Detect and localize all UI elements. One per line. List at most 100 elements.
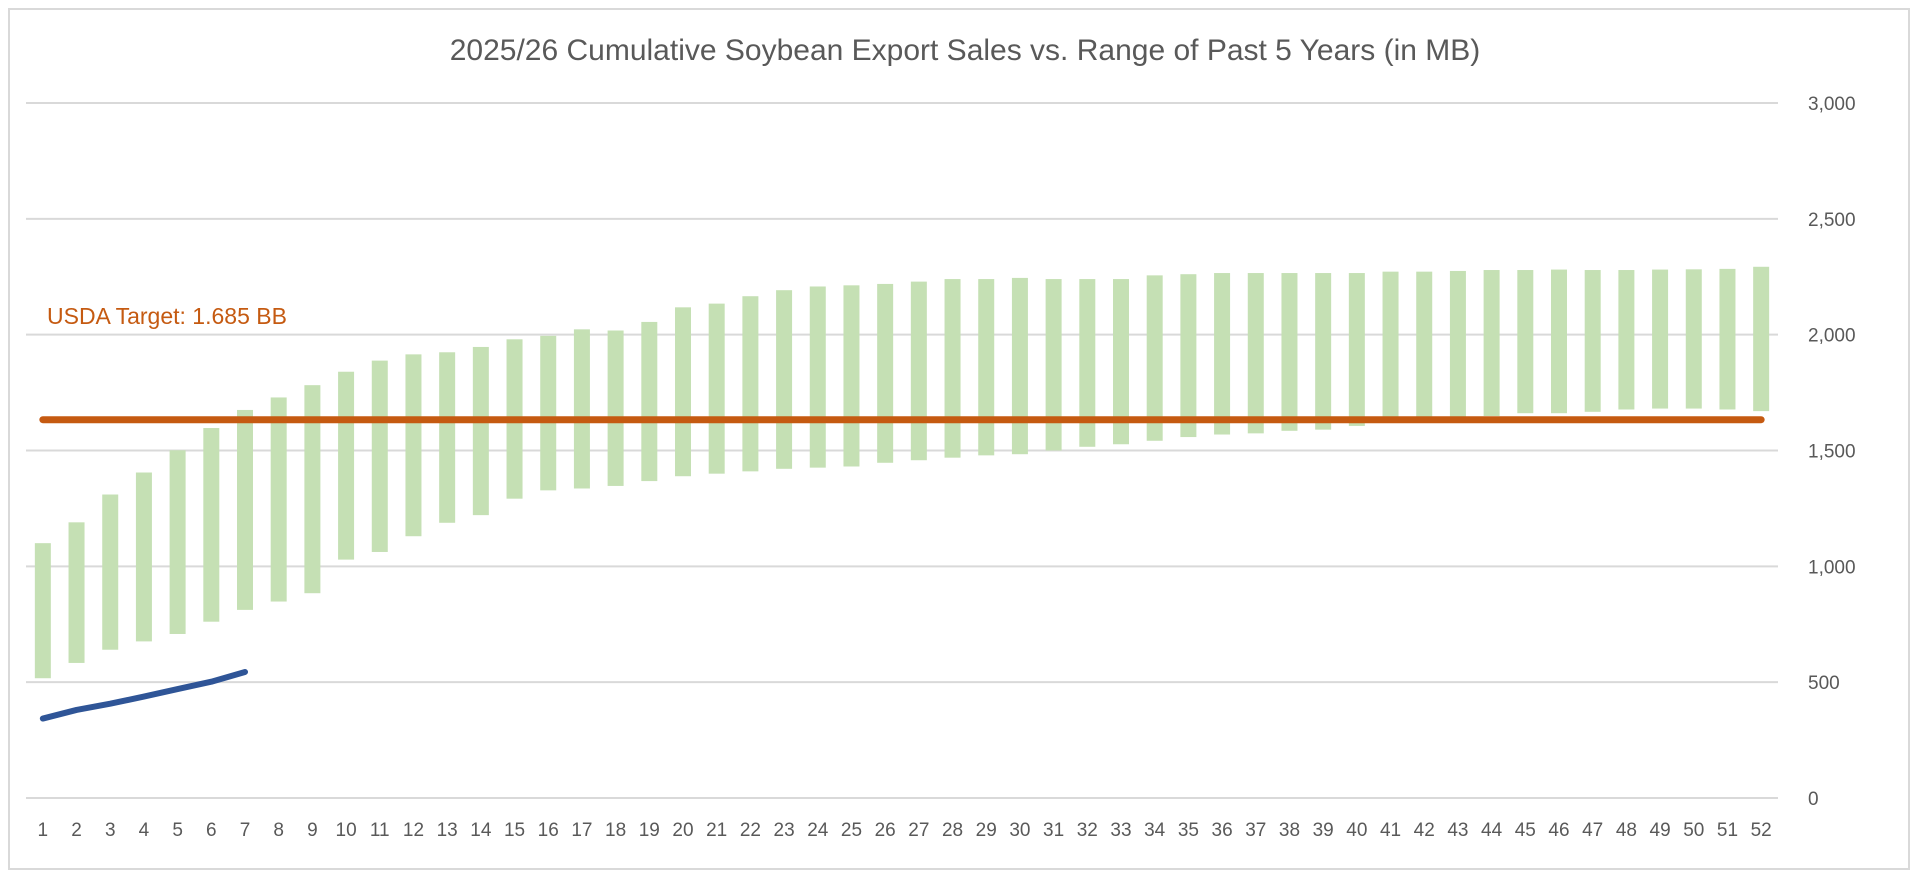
- range-bar: [304, 385, 321, 594]
- sales-line: [39, 668, 248, 722]
- range-bar: [1618, 270, 1635, 410]
- x-tick-label: 35: [1178, 820, 1199, 841]
- x-tick-label: 32: [1077, 820, 1098, 841]
- x-tick-label: 47: [1582, 820, 1603, 841]
- x-tick-label: 13: [437, 820, 458, 841]
- range-bar: [439, 352, 456, 523]
- range-bar: [203, 428, 220, 622]
- x-tick-label: 11: [370, 820, 390, 841]
- x-tick-label: 16: [538, 820, 559, 841]
- x-tick-label: 45: [1515, 820, 1536, 841]
- target-annotation: USDA Target: 1.685 BB: [47, 303, 287, 329]
- x-tick-label: 52: [1751, 820, 1772, 841]
- range-bar: [1753, 266, 1770, 412]
- range-bar: [1315, 273, 1332, 430]
- range-bar: [843, 285, 860, 467]
- range-bar: [607, 330, 624, 486]
- y-tick-label: 1,500: [1808, 442, 1856, 463]
- range-bar: [641, 321, 658, 482]
- range-bar: [102, 494, 119, 650]
- x-tick-label: 26: [875, 820, 896, 841]
- range-bar: [877, 283, 894, 463]
- range-bar: [1517, 270, 1534, 414]
- x-tick-label: 8: [273, 820, 284, 841]
- range-bar: [1685, 269, 1702, 409]
- x-tick-label: 15: [504, 820, 525, 841]
- range-bar: [573, 329, 590, 489]
- x-tick-label: 21: [706, 820, 727, 841]
- range-bar: [1449, 270, 1466, 417]
- x-tick-label: 46: [1548, 820, 1569, 841]
- x-tick-label: 24: [807, 820, 829, 841]
- x-tick-label: 38: [1279, 820, 1300, 841]
- range-bar: [1483, 270, 1500, 416]
- y-tick-label: 3,000: [1808, 94, 1856, 115]
- range-bar: [1045, 279, 1062, 451]
- x-tick-label: 4: [139, 820, 150, 841]
- range-bar: [371, 360, 388, 552]
- x-tick-label: 48: [1616, 820, 1637, 841]
- range-bar: [1382, 271, 1399, 423]
- x-tick-label: 42: [1414, 820, 1435, 841]
- range-bar: [1584, 270, 1601, 412]
- range-bar: [1079, 279, 1096, 447]
- range-bar: [910, 281, 927, 461]
- y-tick-label: 2,000: [1808, 326, 1856, 347]
- x-tick-label: 43: [1447, 820, 1468, 841]
- range-bar: [675, 307, 691, 477]
- x-tick-label: 23: [774, 820, 795, 841]
- range-bar: [34, 543, 51, 679]
- y-tick-label: 500: [1808, 673, 1840, 694]
- range-bar: [1348, 273, 1365, 426]
- range-bar: [338, 371, 355, 560]
- chart-frame: [8, 8, 1910, 870]
- x-tick-label: 29: [976, 820, 997, 841]
- x-tick-label: 14: [470, 820, 492, 841]
- x-tick-label: 28: [942, 820, 963, 841]
- x-tick-label: 19: [639, 820, 660, 841]
- range-bar: [1551, 269, 1567, 414]
- chart-title: 2025/26 Cumulative Soybean Export Sales …: [450, 34, 1481, 67]
- x-tick-label: 10: [336, 820, 357, 841]
- range-bar: [708, 303, 725, 474]
- range-bar: [944, 279, 961, 458]
- y-tick-label: 0: [1808, 789, 1819, 810]
- x-tick-label: 12: [403, 820, 424, 841]
- x-tick-label: 40: [1346, 820, 1367, 841]
- range-bar: [1214, 273, 1231, 435]
- x-tick-label: 17: [571, 820, 592, 841]
- range-bar: [776, 290, 793, 469]
- range-bar: [742, 296, 759, 472]
- x-tick-label: 51: [1717, 820, 1738, 841]
- range-bar: [1719, 268, 1736, 410]
- range-bar: [1281, 273, 1298, 431]
- x-tick-label: 39: [1313, 820, 1334, 841]
- range-bar: [1652, 269, 1669, 409]
- x-tick-label: 49: [1650, 820, 1671, 841]
- range-bar: [1247, 273, 1264, 434]
- x-tick-label: 31: [1043, 820, 1064, 841]
- x-tick-label: 33: [1110, 820, 1131, 841]
- x-tick-label: 30: [1009, 820, 1030, 841]
- range-bar: [1180, 274, 1197, 438]
- range-bar: [405, 354, 422, 537]
- x-tick-label: 27: [908, 820, 929, 841]
- range-bar: [68, 522, 85, 663]
- range-bar: [270, 397, 287, 602]
- x-tick-label: 22: [740, 820, 761, 841]
- x-tick-label: 44: [1481, 820, 1503, 841]
- range-bar: [809, 286, 826, 468]
- x-tick-label: 1: [38, 820, 49, 841]
- range-bar: [135, 472, 152, 642]
- y-tick-label: 1,000: [1808, 557, 1856, 578]
- x-tick-label: 50: [1683, 820, 1704, 841]
- x-tick-label: 7: [240, 820, 251, 841]
- x-tick-label: 3: [105, 820, 116, 841]
- x-tick-label: 20: [672, 820, 693, 841]
- x-tick-label: 37: [1245, 820, 1266, 841]
- range-bar: [1416, 271, 1433, 419]
- x-tick-label: 6: [206, 820, 217, 841]
- range-bar: [1113, 279, 1129, 445]
- x-tick-label: 18: [605, 820, 626, 841]
